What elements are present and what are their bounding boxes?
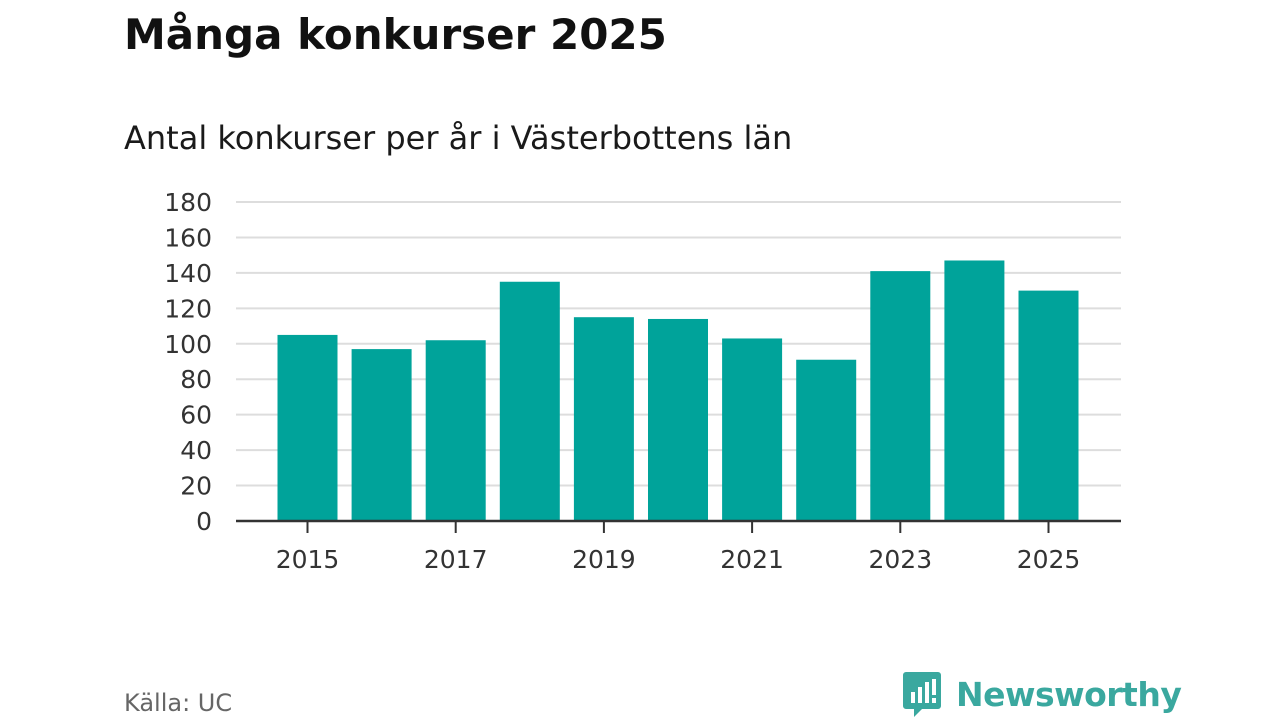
- x-tick-label-2025: 2025: [1017, 545, 1081, 574]
- y-tick-label-180: 180: [164, 188, 212, 217]
- x-tick-label-2023: 2023: [868, 545, 932, 574]
- bar-2025: [1018, 290, 1079, 521]
- bars: [277, 260, 1079, 521]
- bar-2022: [796, 359, 857, 521]
- bar-2018: [499, 281, 560, 521]
- chart-subtitle: Antal konkurser per år i Västerbottens l…: [124, 119, 793, 157]
- brand-name: Newsworthy: [956, 674, 1182, 714]
- y-tick-label-80: 80: [180, 365, 212, 394]
- x-tick-label-2017: 2017: [424, 545, 488, 574]
- y-tick-label-40: 40: [180, 436, 212, 465]
- bar-2017: [425, 340, 486, 521]
- bar-2016: [351, 349, 412, 521]
- source-note: Källa: UC: [124, 689, 233, 717]
- bar-2015: [277, 334, 338, 521]
- y-tick-label-20: 20: [180, 472, 212, 501]
- y-tick-label-0: 0: [196, 507, 212, 536]
- x-tick-label-2021: 2021: [720, 545, 784, 574]
- bar-2019: [573, 317, 634, 521]
- axes: [236, 519, 1121, 533]
- chart-title: Många konkurser 2025: [124, 10, 667, 59]
- bar-2024: [944, 260, 1005, 521]
- y-tick-label-100: 100: [164, 330, 212, 359]
- bar-2023: [870, 271, 931, 521]
- newsworthy-logo-icon: [903, 672, 941, 717]
- y-tick-label-160: 160: [164, 223, 212, 252]
- bar-2020: [648, 318, 708, 521]
- y-tick-label-60: 60: [180, 401, 212, 430]
- y-tick-label-120: 120: [164, 294, 212, 323]
- y-tick-label-140: 140: [164, 259, 212, 288]
- tick-labels: 0 20 40 60 80 100 120 140 160 180 2015 2017 2019 2021…: [164, 188, 1080, 574]
- newsworthy-logo: Newsworthy: [902, 670, 1182, 718]
- bar-2021: [722, 338, 783, 521]
- x-tick-label-2019: 2019: [572, 545, 636, 574]
- x-tick-label-2015: 2015: [276, 545, 340, 574]
